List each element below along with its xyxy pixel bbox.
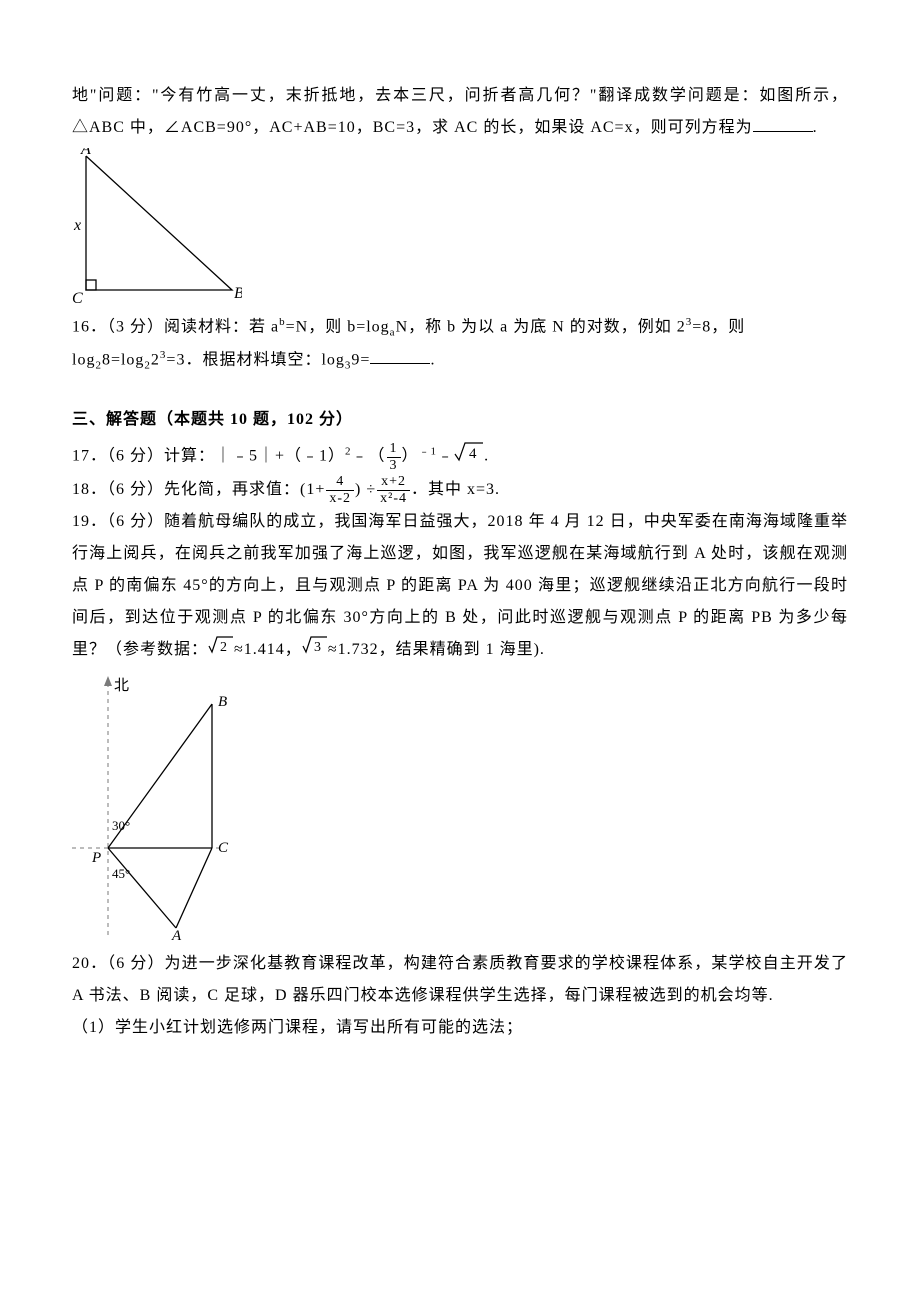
q18-frac1-num: 4 bbox=[326, 475, 354, 491]
q16-mid1: =N，则 b=log bbox=[286, 318, 390, 335]
label-P: P bbox=[91, 850, 101, 866]
q16-period: . bbox=[430, 351, 435, 368]
label-C: C bbox=[218, 840, 229, 856]
q19-sqrt2: 2 bbox=[208, 634, 234, 666]
label-ang45: 45° bbox=[112, 866, 130, 881]
q16-l2-b: 8=log bbox=[102, 351, 144, 368]
q18-prefix: 18．（6 分）先化简，再求值：(1+ bbox=[72, 481, 325, 498]
q20-sub1: （1）学生小红计划选修两门课程，请写出所有可能的选法； bbox=[72, 1012, 848, 1044]
q15-blank bbox=[753, 117, 813, 132]
q18-frac2-num: x+2 bbox=[377, 475, 410, 491]
q17-prefix: 17．（6 分）计算：｜﹣5｜+（﹣1） bbox=[72, 448, 345, 465]
q20-body: 20．（6 分）为进一步深化基教育课程改革，构建符合素质教育要求的学校课程体系，… bbox=[72, 955, 848, 1004]
q16-l2-e: 9= bbox=[351, 351, 370, 368]
section-3-heading: 三、解答题（本题共 10 题，102 分） bbox=[72, 404, 848, 436]
q19-approx3: ≈1.732，结果精确到 1 海里). bbox=[328, 641, 545, 658]
label-C: C bbox=[72, 290, 83, 303]
q16-prefix: 16．（3 分）阅读材料：若 a bbox=[72, 318, 279, 335]
q20-paragraph: 20．（6 分）为进一步深化基教育课程改革，构建符合素质教育要求的学校课程体系，… bbox=[72, 948, 848, 1012]
q17-minus: ﹣ bbox=[437, 448, 454, 465]
q19-body: 19．（6 分）随着航母编队的成立，我国海军日益强大，2018 年 4 月 12… bbox=[72, 513, 848, 658]
q19-sqrt3: 3 bbox=[302, 634, 328, 666]
label-B: B bbox=[218, 694, 227, 710]
q16-l2-c: 2 bbox=[151, 351, 160, 368]
q17-mid: ﹣（ bbox=[352, 448, 386, 465]
q18-frac2-den: x²-4 bbox=[377, 491, 410, 506]
svg-text:4: 4 bbox=[469, 446, 478, 462]
label-B: B bbox=[234, 285, 242, 302]
q15-lead: 地"问题："今有竹高一丈，末折抵地，去本三尺，问折者高几何？"翻译成数学问题是：… bbox=[72, 87, 848, 136]
q18-paragraph: 18．（6 分）先化简，再求值：(1+4x-2) ÷x+2x²-4．其中 x=3… bbox=[72, 474, 848, 506]
q18-frac1-den: x-2 bbox=[326, 491, 354, 506]
label-north: 北 bbox=[114, 677, 129, 694]
q18-tail: ．其中 x=3. bbox=[411, 481, 500, 498]
q17-frac: 13 bbox=[387, 442, 401, 473]
svg-text:2: 2 bbox=[220, 640, 228, 654]
q18-frac2: x+2x²-4 bbox=[377, 475, 410, 506]
q17-close: ） bbox=[402, 448, 419, 465]
q17-frac-den: 3 bbox=[387, 458, 401, 473]
label-A: A bbox=[80, 148, 91, 158]
q16-mid2: N，称 b 为以 a 为底 N 的对数，例如 2 bbox=[396, 318, 686, 335]
label-x: x bbox=[73, 217, 81, 234]
q17-sup-n1: ﹣1 bbox=[419, 445, 438, 457]
q18-frac1: 4x-2 bbox=[326, 475, 354, 506]
label-A: A bbox=[171, 928, 182, 940]
label-ang30: 30° bbox=[112, 818, 130, 833]
page: 地"问题："今有竹高一丈，末折抵地，去本三尺，问折者高几何？"翻译成数学问题是：… bbox=[0, 0, 920, 1302]
q16-mid3: =8，则 bbox=[692, 318, 745, 335]
svg-text:3: 3 bbox=[314, 640, 322, 654]
q17-paragraph: 17．（6 分）计算：｜﹣5｜+（﹣1）2﹣（13）﹣1﹣4. bbox=[72, 440, 848, 474]
q18-mid: ) ÷ bbox=[355, 481, 376, 498]
q19-navigation-diagram: 北 P C B A 30° 45° bbox=[72, 670, 252, 940]
q16-l2-d: =3．根据材料填空：log bbox=[166, 351, 344, 368]
q15-triangle-diagram: A C B x bbox=[72, 148, 242, 303]
q17-frac-num: 1 bbox=[387, 442, 401, 458]
q16-paragraph: 16．（3 分）阅读材料：若 ab=N，则 b=logaN，称 b 为以 a 为… bbox=[72, 311, 848, 376]
q16-l2-a: log bbox=[72, 351, 95, 368]
q16-blank bbox=[370, 349, 430, 364]
q19-paragraph: 19．（6 分）随着航母编队的成立，我国海军日益强大，2018 年 4 月 12… bbox=[72, 506, 848, 666]
q15-period: . bbox=[813, 119, 818, 136]
q15-paragraph: 地"问题："今有竹高一丈，末折抵地，去本三尺，问折者高几何？"翻译成数学问题是：… bbox=[72, 80, 848, 144]
q17-sqrt: 4 bbox=[454, 440, 484, 474]
q17-period: . bbox=[484, 448, 489, 465]
q19-approx2: ≈1.414， bbox=[234, 641, 302, 658]
